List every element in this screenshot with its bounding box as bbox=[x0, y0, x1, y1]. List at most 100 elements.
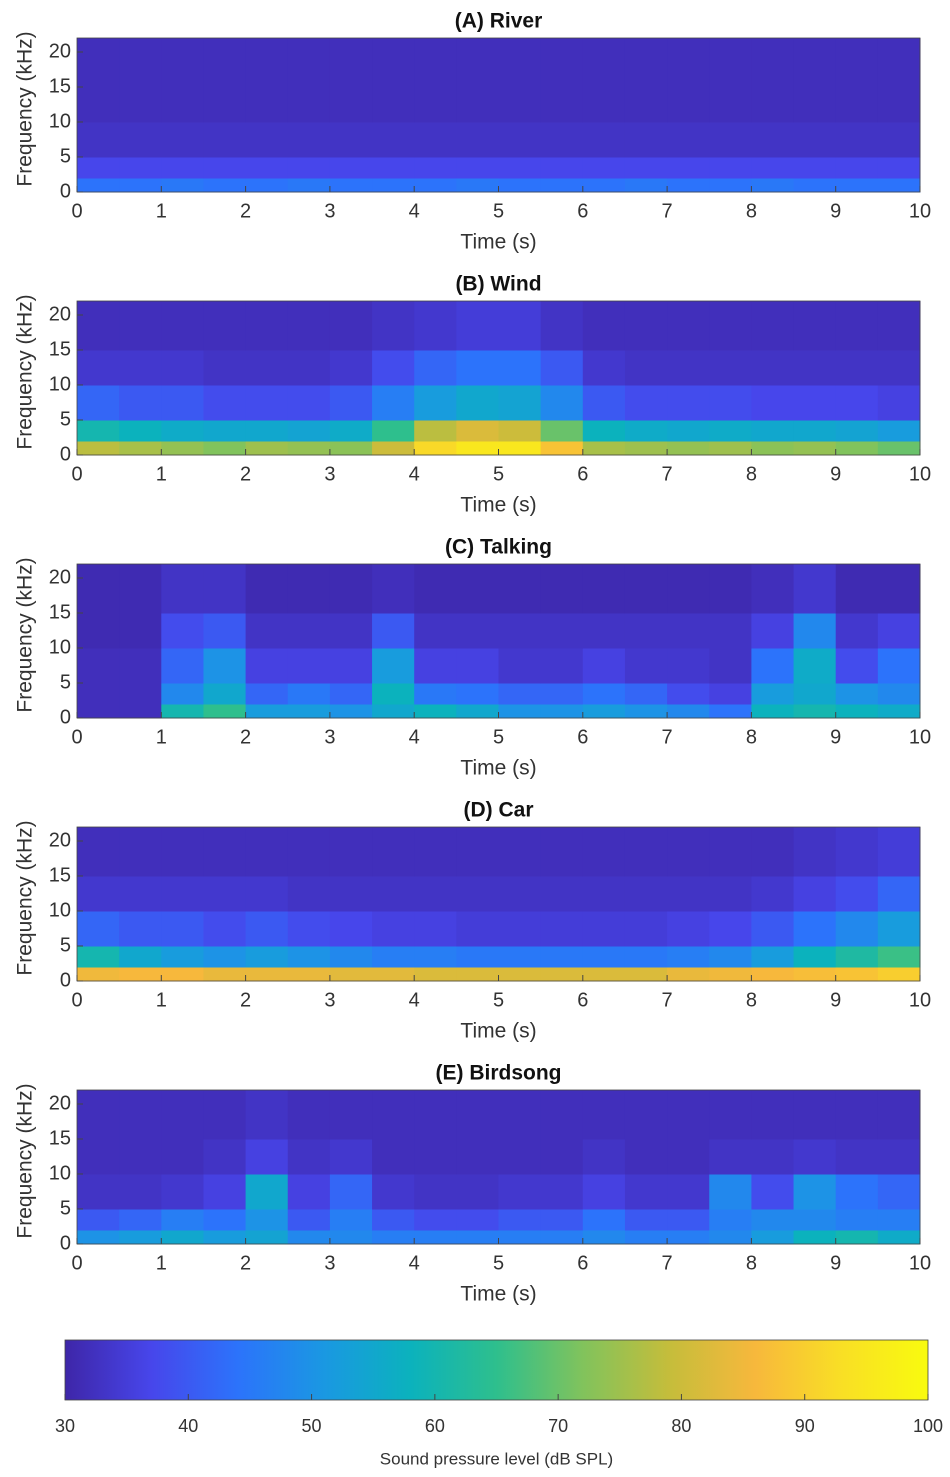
heatmap-cell bbox=[582, 441, 626, 456]
heatmap-cell bbox=[329, 38, 373, 88]
x-tick-label: 2 bbox=[240, 989, 251, 1011]
x-tick-label: 2 bbox=[240, 200, 251, 222]
y-tick-label: 15 bbox=[49, 1127, 71, 1149]
x-tick-label: 9 bbox=[830, 726, 841, 748]
heatmap-cell bbox=[203, 564, 247, 614]
heatmap-cell bbox=[667, 122, 710, 158]
heatmap-cell bbox=[667, 1230, 710, 1245]
heatmap-cell bbox=[372, 946, 415, 968]
y-tick-label: 20 bbox=[49, 829, 71, 851]
y-tick-label: 15 bbox=[49, 75, 71, 97]
heatmap-cell bbox=[540, 87, 584, 123]
y-tick-label: 5 bbox=[60, 1197, 71, 1219]
heatmap-cell bbox=[203, 946, 247, 968]
heatmap-cell bbox=[709, 704, 752, 719]
heatmap-cell bbox=[582, 564, 626, 614]
x-tick-label: 4 bbox=[409, 463, 420, 485]
heatmap-cell bbox=[372, 876, 415, 912]
heatmap-cell bbox=[498, 876, 542, 912]
heatmap-cell bbox=[709, 420, 752, 442]
heatmap-cell bbox=[77, 301, 120, 351]
heatmap-cell bbox=[540, 946, 584, 968]
heatmap-cell bbox=[245, 827, 289, 877]
heatmap-cell bbox=[372, 827, 415, 877]
heatmap-cell bbox=[414, 301, 457, 351]
x-tick-label: 2 bbox=[240, 726, 251, 748]
heatmap-cell bbox=[119, 1209, 162, 1231]
heatmap-cell bbox=[161, 876, 204, 912]
heatmap-cell bbox=[582, 1230, 626, 1245]
heatmap-cell bbox=[203, 350, 247, 386]
heatmap-cell bbox=[161, 1139, 204, 1175]
colorbar-tick-label: 60 bbox=[425, 1416, 445, 1436]
heatmap-cell bbox=[119, 420, 162, 442]
heatmap-cell bbox=[245, 704, 289, 719]
heatmap-cell bbox=[414, 683, 457, 705]
heatmap-cell bbox=[835, 683, 879, 705]
heatmap-cell bbox=[498, 648, 542, 684]
heatmap-cell bbox=[329, 967, 373, 982]
x-tick-label: 6 bbox=[577, 1252, 588, 1274]
colorbar-tick-label: 50 bbox=[302, 1416, 322, 1436]
heatmap-cell bbox=[751, 385, 795, 421]
x-tick-label: 1 bbox=[156, 726, 167, 748]
heatmap-cell bbox=[582, 704, 626, 719]
heatmap-cell bbox=[751, 613, 795, 649]
heatmap-cell bbox=[751, 301, 795, 351]
heatmap-cell bbox=[329, 1139, 373, 1175]
heatmap-cell bbox=[329, 350, 373, 386]
heatmap-cell bbox=[77, 967, 120, 982]
heatmap-cell bbox=[119, 1090, 162, 1140]
heatmap-cell bbox=[329, 1209, 373, 1231]
y-tick-label: 5 bbox=[60, 408, 71, 430]
heatmap-cell bbox=[709, 967, 752, 982]
heatmap-cell bbox=[835, 350, 879, 386]
heatmap-cell bbox=[582, 1209, 626, 1231]
y-tick-label: 0 bbox=[60, 969, 71, 991]
heatmap-cell bbox=[877, 157, 921, 179]
heatmap-cell bbox=[456, 648, 499, 684]
heatmap-cell bbox=[245, 946, 289, 968]
heatmap-cell bbox=[245, 385, 289, 421]
heatmap-cell bbox=[77, 1230, 120, 1245]
y-tick-label: 0 bbox=[60, 1232, 71, 1254]
heatmap-cell bbox=[414, 967, 457, 982]
heatmap-cell bbox=[287, 648, 331, 684]
x-tick-label: 0 bbox=[71, 989, 82, 1011]
heatmap-cell bbox=[245, 876, 289, 912]
heatmap-cell bbox=[582, 1090, 626, 1140]
heatmap-cell bbox=[498, 1209, 542, 1231]
heatmap-cell bbox=[372, 704, 415, 719]
heatmap-cell bbox=[245, 122, 289, 158]
heatmap-cell bbox=[709, 564, 752, 614]
heatmap-cell bbox=[456, 122, 499, 158]
heatmap-cell bbox=[203, 827, 247, 877]
heatmap-cell bbox=[667, 876, 710, 912]
heatmap-cell bbox=[287, 301, 331, 351]
heatmap-cell bbox=[793, 946, 837, 968]
heatmap-cell bbox=[498, 87, 542, 123]
x-tick-label: 8 bbox=[746, 1252, 757, 1274]
heatmap-cell bbox=[77, 1139, 120, 1175]
heatmap-cell bbox=[667, 157, 710, 179]
heatmap-cell bbox=[751, 87, 795, 123]
heatmap-cell bbox=[119, 967, 162, 982]
y-axis-label: Frequency (kHz) bbox=[14, 557, 37, 712]
heatmap-cell bbox=[624, 564, 668, 614]
chart-title: (A) River bbox=[455, 10, 543, 33]
heatmap-cell bbox=[751, 876, 795, 912]
heatmap-cell bbox=[667, 1090, 710, 1140]
heatmap-cell bbox=[77, 648, 120, 684]
heatmap-cell bbox=[414, 946, 457, 968]
heatmap-cell bbox=[540, 178, 584, 193]
heatmap-cell bbox=[582, 157, 626, 179]
heatmap-cell bbox=[877, 178, 921, 193]
x-tick-label: 6 bbox=[577, 989, 588, 1011]
heatmap-cell bbox=[624, 704, 668, 719]
x-tick-label: 7 bbox=[662, 1252, 673, 1274]
heatmap-cell bbox=[456, 87, 499, 123]
y-tick-label: 10 bbox=[49, 110, 71, 132]
y-tick-label: 0 bbox=[60, 180, 71, 202]
heatmap-cell bbox=[498, 157, 542, 179]
heatmap-cell bbox=[582, 1139, 626, 1175]
